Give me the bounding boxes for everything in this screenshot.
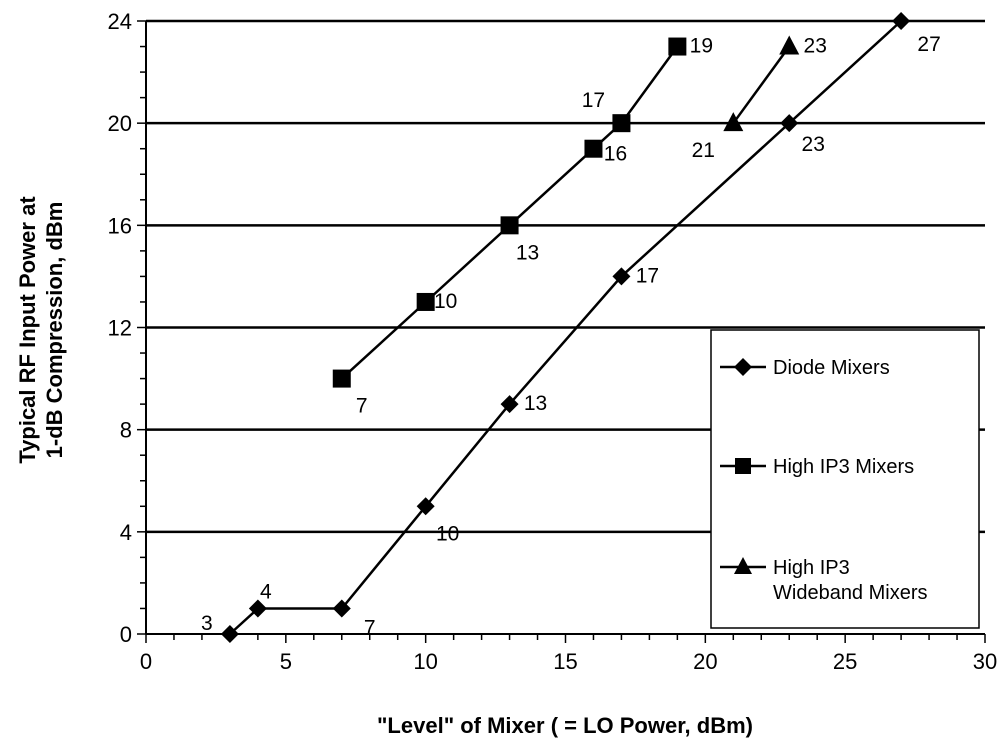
- series-line: [732, 45, 791, 124]
- data-label: 19: [690, 35, 713, 58]
- y-tick-label: 20: [108, 111, 132, 136]
- data-point-triangle: [779, 35, 800, 55]
- data-point-diamond: [892, 12, 911, 30]
- y-tick-label: 16: [108, 213, 132, 238]
- y-axis-title-line-2: 1-dB Compression, dBm: [42, 202, 67, 459]
- y-tick-label: 0: [120, 622, 132, 647]
- legend-diamond-marker: [734, 358, 752, 376]
- legend-label-high-ip3-mixers: High IP3 Mixers: [773, 456, 914, 478]
- data-point-diamond: [500, 395, 519, 414]
- legend-box: [710, 329, 980, 629]
- data-label: 10: [434, 290, 457, 313]
- y-axis-title-line-1: Typical RF Input Power at: [15, 196, 40, 464]
- y-tick-label: 24: [108, 9, 132, 34]
- y-tick-label: 12: [108, 316, 132, 341]
- data-label: 13: [524, 392, 547, 415]
- legend-entry-high-ip3-wideband-mixers: High IP3 Wideband Mixers: [720, 557, 928, 604]
- series-layer: [220, 12, 911, 643]
- x-tick-label: 0: [140, 649, 152, 674]
- data-label: 7: [356, 395, 368, 418]
- data-label: 13: [516, 241, 539, 264]
- x-axis-title: "Level" of Mixer ( = LO Power, dBm): [377, 713, 753, 738]
- data-label: 23: [804, 35, 827, 58]
- data-point-diamond: [220, 625, 239, 643]
- x-tick-label: 20: [693, 649, 717, 674]
- series-square: [332, 37, 687, 388]
- series-line: [340, 45, 679, 380]
- data-point-diamond: [780, 114, 799, 133]
- x-tick-label: 15: [553, 649, 577, 674]
- data-label: 27: [917, 33, 940, 56]
- data-point-square: [612, 114, 631, 133]
- data-label: 17: [582, 89, 605, 112]
- legend: Diode Mixers High IP3 Mixers High IP3 Wi…: [710, 329, 980, 629]
- legend-label-wideband-line-1: High IP3: [773, 557, 850, 579]
- legend-square-marker: [735, 458, 751, 474]
- data-point-square: [668, 37, 687, 56]
- data-point-square: [416, 292, 435, 311]
- legend-entry-diode-mixers: Diode Mixers: [720, 357, 890, 379]
- data-point-diamond: [332, 599, 351, 618]
- series-line: [229, 20, 902, 635]
- axes: [137, 20, 986, 643]
- series-diamond: [220, 12, 911, 643]
- y-tick-label: 4: [120, 520, 132, 545]
- data-label: 21: [692, 139, 715, 162]
- x-tick-label: 10: [413, 649, 437, 674]
- data-label: 3: [201, 612, 213, 635]
- legend-entry-high-ip3-mixers: High IP3 Mixers: [720, 456, 914, 478]
- data-point-triangle: [723, 112, 744, 132]
- data-label: 4: [260, 580, 272, 603]
- data-point-diamond: [248, 599, 267, 618]
- series-triangle: [723, 35, 800, 132]
- point-labels: 3 4 7 10 13 17 23 27 7 10 13 16 17 19 21 23: [201, 33, 941, 639]
- data-label: 17: [636, 264, 659, 287]
- x-tick-label: 5: [280, 649, 292, 674]
- y-tick-label: 8: [120, 418, 132, 443]
- data-label: 16: [604, 143, 627, 166]
- legend-label-diode-mixers: Diode Mixers: [773, 357, 890, 379]
- data-point-square: [584, 139, 603, 158]
- data-point-diamond: [416, 497, 435, 516]
- legend-label-wideband-line-2: Wideband Mixers: [773, 582, 928, 604]
- data-label: 23: [802, 133, 825, 156]
- data-point-square: [500, 216, 519, 235]
- tick-labels: 0 4 8 12 16 20 24 0 5 10 15 20 25 30: [108, 9, 998, 674]
- data-point-diamond: [612, 267, 631, 286]
- data-label: 7: [364, 616, 376, 639]
- x-tick-label: 25: [833, 649, 857, 674]
- data-point-square: [332, 369, 351, 388]
- y-axis-title: Typical RF Input Power at 1-dB Compressi…: [15, 196, 67, 464]
- legend-triangle-marker: [734, 557, 752, 574]
- x-tick-label: 30: [973, 649, 997, 674]
- data-label: 10: [436, 522, 459, 545]
